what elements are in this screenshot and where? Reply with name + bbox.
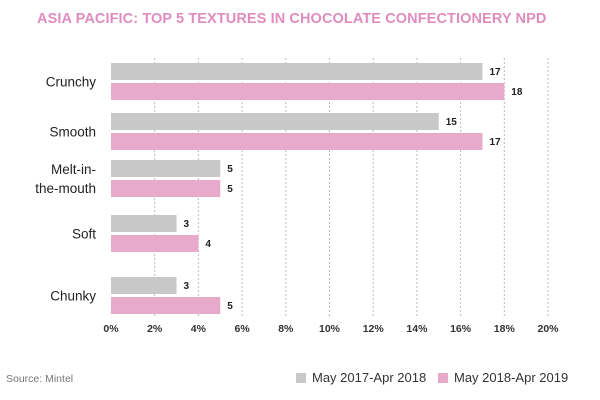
bar-pink [111, 133, 483, 150]
legend-label: May 2017-Apr 2018 [312, 370, 427, 385]
bar-pink [111, 180, 221, 197]
x-tick-label: 18% [494, 323, 516, 335]
category-label: the-mouth [35, 181, 96, 196]
x-tick-label: 12% [363, 323, 385, 335]
category-label: Crunchy [46, 75, 97, 90]
data-label: 4 [205, 239, 211, 250]
data-label: 5 [227, 164, 233, 175]
bar-gray [111, 63, 483, 80]
bar-pink [111, 235, 199, 252]
data-label: 17 [489, 67, 501, 78]
category-label: Soft [72, 227, 96, 242]
category-label: Smooth [49, 125, 96, 140]
bar-gray [111, 160, 221, 177]
x-tick-label: 2% [147, 323, 163, 335]
legend-label: May 2018-Apr 2019 [454, 370, 569, 385]
x-tick-label: 10% [319, 323, 341, 335]
chart-title: ASIA PACIFIC: TOP 5 TEXTURES IN CHOCOLAT… [37, 11, 547, 27]
category-label: Melt-in- [51, 162, 96, 177]
x-tick-label: 0% [103, 323, 119, 335]
category-label: Chunky [50, 289, 96, 304]
legend-swatch-gray [296, 372, 306, 383]
data-label: 17 [489, 137, 501, 148]
x-tick-label: 14% [406, 323, 428, 335]
bar-gray [111, 215, 177, 232]
bar-pink [111, 297, 221, 314]
x-tick-label: 16% [450, 323, 472, 335]
legend-item-2017-2018: May 2017-Apr 2018 [296, 370, 426, 385]
data-label: 3 [184, 219, 190, 230]
data-label: 5 [227, 301, 233, 312]
x-tick-label: 20% [537, 323, 559, 335]
x-tick-label: 6% [235, 323, 251, 335]
x-tick-label: 8% [278, 323, 294, 335]
data-label: 18 [511, 87, 523, 98]
legend-swatch-pink [438, 372, 448, 383]
bar-gray [111, 113, 439, 130]
data-label: 3 [184, 281, 190, 292]
x-tick-label: 4% [191, 323, 207, 335]
source-note: Source: Mintel [6, 373, 74, 385]
bar-gray [111, 277, 177, 294]
legend-item-2018-2019: May 2018-Apr 2019 [438, 370, 568, 385]
bar-pink [111, 83, 505, 100]
data-label: 15 [446, 117, 458, 128]
data-label: 5 [227, 184, 233, 195]
